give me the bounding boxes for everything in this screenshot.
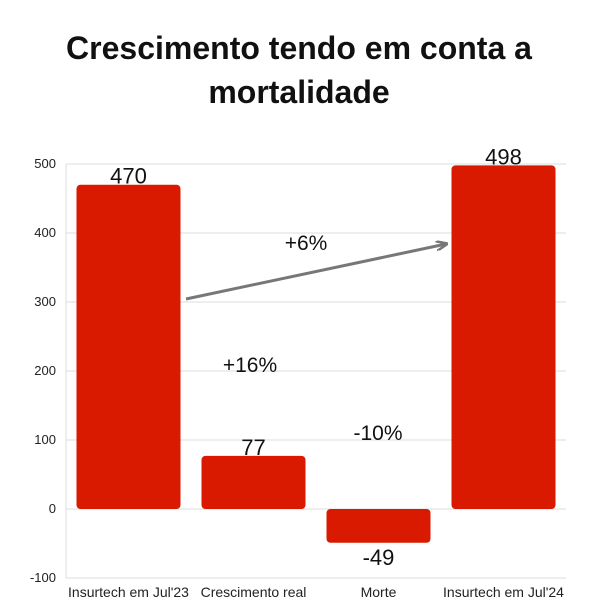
y-tick-label: 500 [34, 156, 56, 171]
annotation-real-growth: +16% [223, 354, 277, 377]
bar [201, 455, 306, 509]
bar [326, 509, 431, 543]
chart-title-line-1: Crescimento tendo em conta a [66, 30, 532, 66]
data-labels: 470 77 -49 498 [110, 144, 522, 569]
data-label: 498 [485, 144, 522, 169]
data-label: 77 [241, 435, 265, 460]
bar [76, 184, 181, 509]
data-label: 470 [110, 164, 147, 189]
bars [76, 165, 556, 543]
annotation-mortality: -10% [353, 422, 402, 445]
annotation-growth-total: +6% [285, 232, 328, 255]
x-category-label: Crescimento real [201, 584, 307, 600]
y-axis: -100 0 100 200 300 400 500 [30, 156, 67, 585]
y-tick-label: 300 [34, 294, 56, 309]
y-tick-label: 400 [34, 225, 56, 240]
growth-arrow [185, 244, 446, 301]
data-label: -49 [363, 545, 395, 570]
annotations: +6% +16% -10% [185, 232, 446, 445]
chart-title-line-2: mortalidade [208, 74, 390, 110]
y-tick-label: 100 [34, 432, 56, 447]
y-tick-label: 200 [34, 363, 56, 378]
x-category-label: Morte [361, 584, 397, 600]
x-category-label: Insurtech em Jul'23 [68, 584, 189, 600]
bar [451, 165, 556, 509]
x-axis: Insurtech em Jul'23 Crescimento real Morte… [68, 584, 564, 600]
y-tick-label: -100 [30, 570, 56, 585]
chart-title: Crescimento tendo em conta a mortalidade [0, 26, 598, 114]
y-tick-label: 0 [49, 501, 56, 516]
x-category-label: Insurtech em Jul'24 [443, 584, 564, 600]
